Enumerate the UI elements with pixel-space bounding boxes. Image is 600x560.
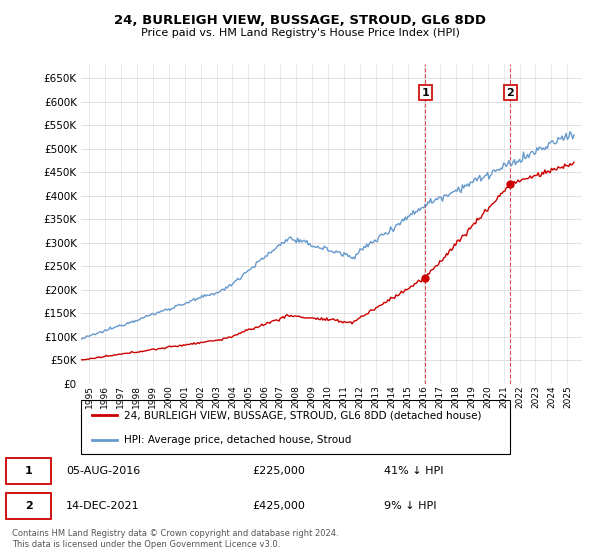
Text: £425,000: £425,000 <box>252 501 305 511</box>
FancyBboxPatch shape <box>6 493 51 519</box>
Text: 2: 2 <box>506 87 514 97</box>
Text: Contains HM Land Registry data © Crown copyright and database right 2024.
This d: Contains HM Land Registry data © Crown c… <box>12 529 338 549</box>
Text: 14-DEC-2021: 14-DEC-2021 <box>66 501 140 511</box>
Text: HPI: Average price, detached house, Stroud: HPI: Average price, detached house, Stro… <box>124 435 351 445</box>
Text: 24, BURLEIGH VIEW, BUSSAGE, STROUD, GL6 8DD: 24, BURLEIGH VIEW, BUSSAGE, STROUD, GL6 … <box>114 14 486 27</box>
Text: £225,000: £225,000 <box>252 466 305 476</box>
Text: 9% ↓ HPI: 9% ↓ HPI <box>384 501 437 511</box>
Text: 24, BURLEIGH VIEW, BUSSAGE, STROUD, GL6 8DD (detached house): 24, BURLEIGH VIEW, BUSSAGE, STROUD, GL6 … <box>124 410 481 421</box>
FancyBboxPatch shape <box>6 458 51 484</box>
Text: 41% ↓ HPI: 41% ↓ HPI <box>384 466 443 476</box>
Text: Price paid vs. HM Land Registry's House Price Index (HPI): Price paid vs. HM Land Registry's House … <box>140 28 460 38</box>
Text: 1: 1 <box>25 466 32 476</box>
Text: 05-AUG-2016: 05-AUG-2016 <box>66 466 140 476</box>
Text: 1: 1 <box>421 87 429 97</box>
Text: 2: 2 <box>25 501 32 511</box>
